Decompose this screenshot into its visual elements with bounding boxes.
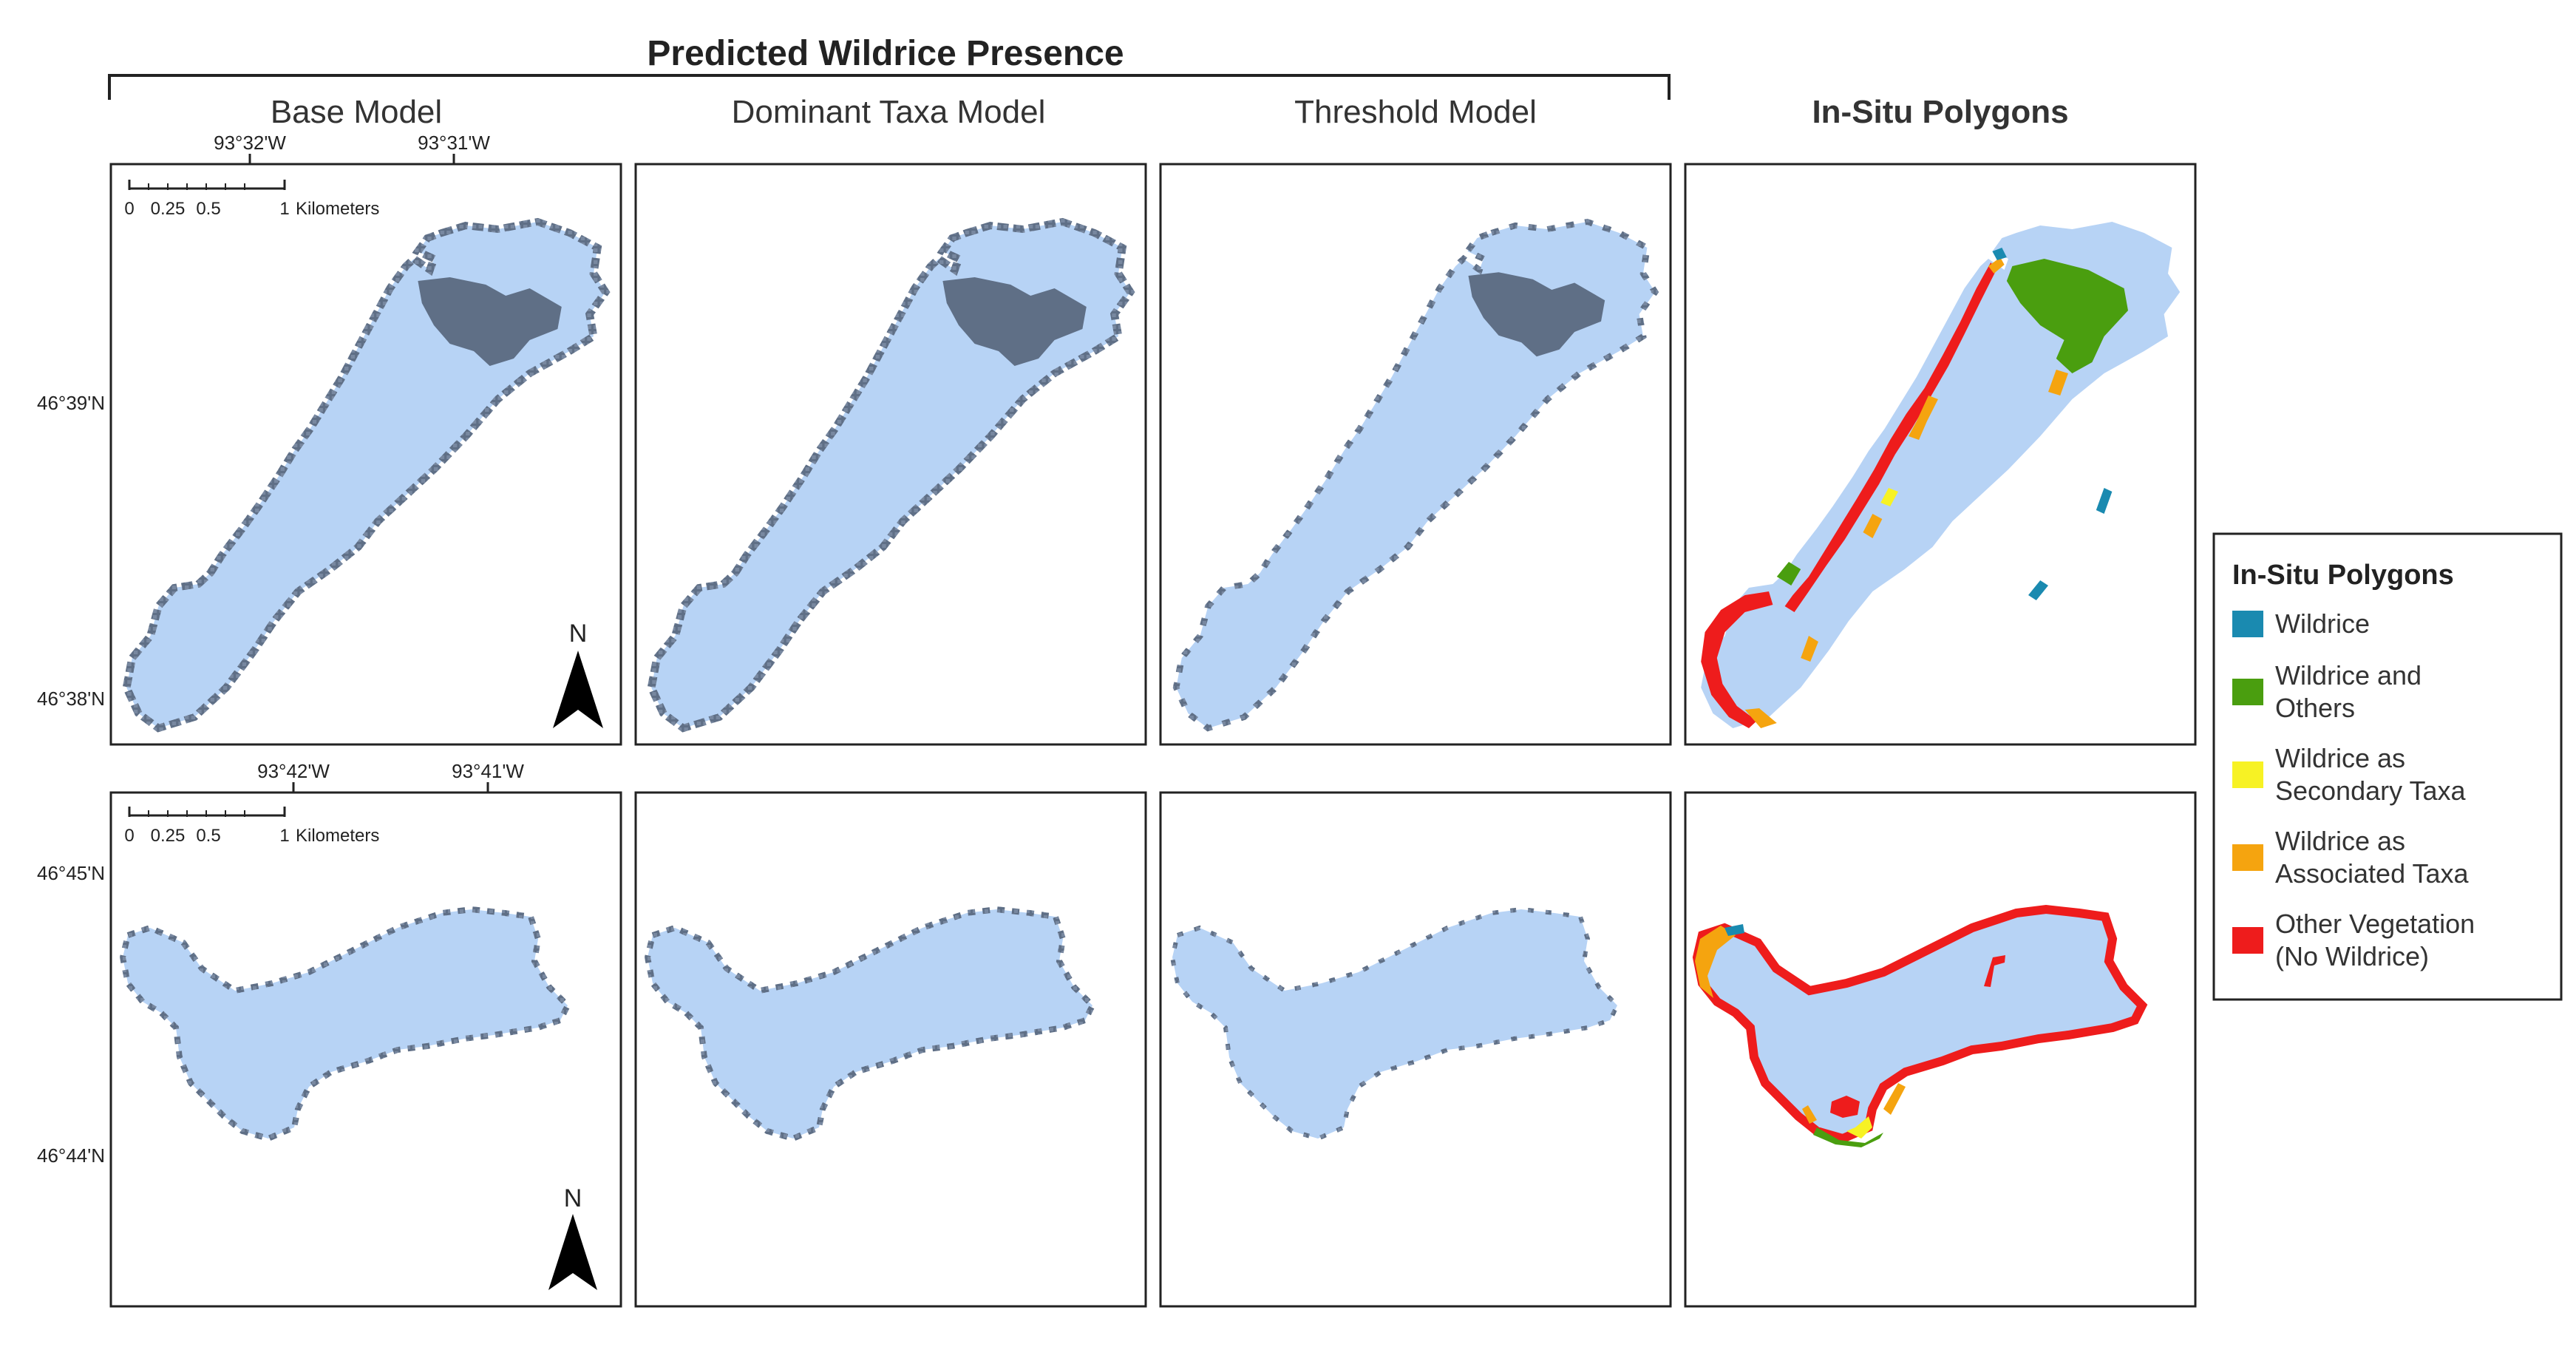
legend-label-wildrice: Wildrice (2275, 608, 2370, 639)
legend-swatch-secondary-taxa (2232, 761, 2263, 788)
legend-swatch-wildrice-and-others (2232, 679, 2263, 705)
legend-label-secondary-taxa: Wildrice as (2275, 743, 2405, 773)
map-panel-dominant-taxa-lake-b (634, 791, 1147, 1308)
lat-label: 46°39'N (37, 392, 105, 414)
legend-label-other-vegetation-2: (No Wildrice) (2275, 941, 2429, 971)
column-header-base: Base Model (271, 94, 442, 130)
map-panel-dominant-taxa-lake-a (634, 163, 1147, 746)
map-panel-threshold-lake-a (1159, 163, 1672, 746)
scale-tick-0: 0 (124, 826, 134, 846)
legend: In-Situ Polygons Wildrice Wildrice and O… (2212, 532, 2563, 1001)
lat-label: 46°44'N (37, 1144, 105, 1167)
north-arrow-icon: N (553, 620, 603, 728)
column-header-dominant: Dominant Taxa Model (732, 94, 1046, 130)
lon-label: 93°41'W (452, 760, 524, 782)
lat-label: 46°45'N (37, 862, 105, 884)
scale-tick-05: 0.5 (196, 199, 220, 219)
legend-label-secondary-taxa-2: Secondary Taxa (2275, 776, 2466, 806)
scale-bar: 0 0.25 0.5 1 Kilometers (124, 807, 379, 846)
scale-unit: Kilometers (296, 199, 379, 219)
legend-label-other-vegetation: Other Vegetation (2275, 909, 2475, 939)
scale-tick-1: 1 (279, 826, 289, 846)
column-header-threshold: Threshold Model (1294, 94, 1537, 130)
map-panel-base-model-lake-b: 0 0.25 0.5 1 Kilometers N (109, 791, 622, 1308)
lon-label: 93°42'W (257, 760, 330, 782)
map-panel-insitu-lake-a (1684, 163, 2197, 746)
map-panel-insitu-lake-b (1684, 791, 2197, 1308)
column-header-insitu: In-Situ Polygons (1812, 94, 2068, 130)
north-label: N (569, 620, 588, 648)
legend-label-associated-taxa: Wildrice as (2275, 826, 2405, 856)
north-label: N (564, 1184, 582, 1212)
lat-label: 46°38'N (37, 688, 105, 710)
scale-tick-1: 1 (279, 199, 289, 219)
scale-tick-025: 0.25 (151, 826, 186, 846)
scale-tick-0: 0 (124, 199, 134, 219)
scale-tick-05: 0.5 (196, 826, 220, 846)
lon-label: 93°32'W (214, 132, 286, 154)
legend-swatch-wildrice (2232, 611, 2263, 637)
title-bracket (108, 74, 1671, 100)
legend-swatch-other-vegetation (2232, 927, 2263, 954)
scale-tick-025: 0.25 (151, 199, 186, 219)
scale-unit: Kilometers (296, 826, 379, 846)
map-panel-base-model-lake-a: 0 0.25 0.5 1 Kilometers N (109, 163, 622, 746)
legend-title: In-Situ Polygons (2232, 560, 2454, 591)
legend-swatch-associated-taxa (2232, 844, 2263, 871)
map-panel-threshold-lake-b (1159, 791, 1672, 1308)
legend-label-wildrice-and-others: Wildrice and (2275, 660, 2422, 691)
legend-label-associated-taxa-2: Associated Taxa (2275, 858, 2469, 889)
legend-label-wildrice-and-others-2: Others (2275, 693, 2355, 723)
scale-bar: 0 0.25 0.5 1 Kilometers (124, 180, 379, 219)
figure-title: Predicted Wildrice Presence (647, 34, 1124, 73)
north-arrow-icon: N (548, 1184, 597, 1290)
lon-label: 93°31'W (418, 132, 490, 154)
